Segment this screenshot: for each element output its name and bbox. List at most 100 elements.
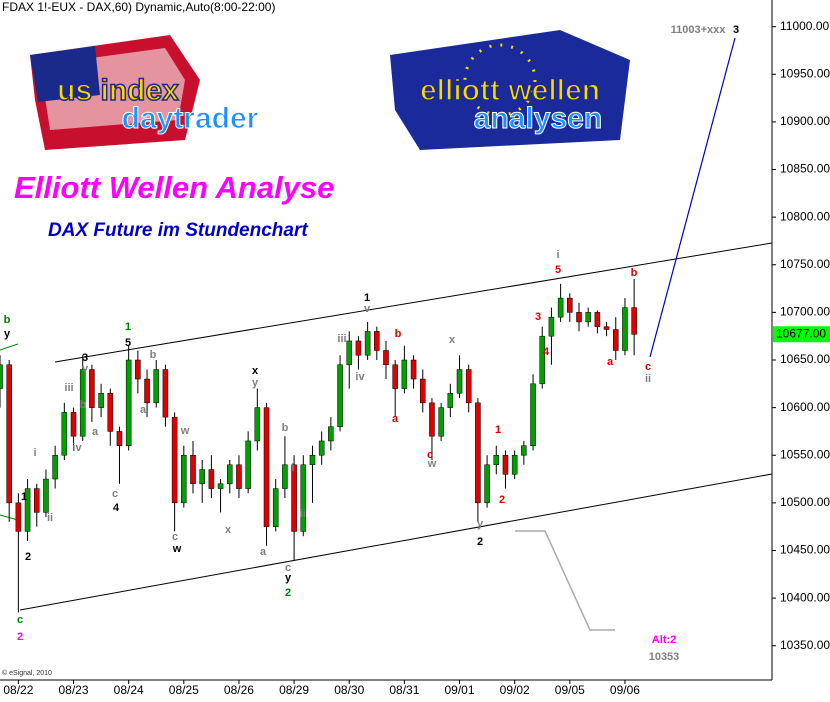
y-tick-label: 10850.00: [780, 162, 830, 176]
candle-body: [300, 464, 307, 532]
candle-body: [61, 412, 68, 456]
candle-body: [603, 326, 610, 330]
candle-body: [282, 464, 288, 489]
candle-body: [199, 469, 205, 485]
candle-body: [245, 440, 251, 489]
y-tick-label: 10900.00: [780, 114, 830, 128]
wave-label: c: [17, 614, 23, 626]
y-tick-label: 11000.00: [780, 19, 829, 33]
y-tick-label: 10800.00: [780, 209, 830, 223]
candle-body: [89, 369, 95, 408]
x-tick-label: 08/29: [279, 683, 309, 697]
wave-label: 2: [477, 536, 483, 548]
wave-label: ii: [300, 508, 306, 520]
candle-body: [475, 402, 481, 504]
candle-body: [374, 331, 380, 351]
wave-label: a: [607, 356, 614, 368]
wave-label: y: [4, 328, 11, 340]
candle-body: [153, 369, 160, 404]
wave-label: y: [285, 572, 292, 584]
wave-label: v: [82, 363, 89, 375]
wave-label: i: [291, 462, 294, 474]
y-tick-label: 10700.00: [780, 305, 830, 319]
candle-body: [24, 488, 31, 532]
candle-body: [484, 464, 490, 504]
logo-eu: [390, 30, 630, 150]
candle-body: [355, 340, 362, 356]
wave-label: v: [364, 303, 371, 315]
candle-body: [107, 393, 114, 432]
candle-body: [438, 407, 444, 437]
chart-title: Elliott Wellen Analyse: [14, 170, 334, 205]
wave-label: 1: [495, 424, 501, 436]
x-tick-label: 08/24: [114, 683, 144, 697]
candle-body: [631, 307, 637, 335]
candle-body: [263, 407, 270, 527]
candle-body: [622, 307, 628, 351]
candle-body: [557, 297, 564, 318]
candle-body: [125, 359, 132, 446]
wave-label: w: [180, 425, 190, 437]
wave-label: iii: [64, 382, 73, 394]
wave-label: 11003+xxx: [671, 24, 727, 36]
x-tick-label: 08/25: [169, 683, 199, 697]
wave-label: x: [225, 524, 232, 536]
wave-label: ii: [645, 373, 651, 385]
alt-target-line: [515, 530, 615, 631]
last-price-label: 10677.00: [776, 326, 826, 340]
wave-label: y: [477, 518, 484, 530]
candle-body: [594, 312, 601, 327]
wave-label: 5: [555, 264, 561, 276]
logo-text: elliott wellen: [420, 74, 600, 107]
candle-body: [162, 369, 169, 418]
candle-body: [493, 454, 500, 466]
x-tick-label: 09/01: [445, 683, 475, 697]
candle-body: [190, 454, 196, 485]
wave-label: b: [4, 314, 11, 326]
copyright: © eSignal, 2010: [2, 669, 52, 677]
wave-label: x: [252, 365, 259, 377]
candle-body: [70, 412, 77, 437]
candle-body: [410, 359, 417, 380]
candle-body: [585, 312, 591, 323]
wave-label: 4: [543, 346, 550, 358]
candle-body: [52, 454, 58, 480]
candle-body: [502, 454, 509, 475]
x-tick-label: 08/31: [389, 683, 419, 697]
wave-label: 2: [25, 551, 31, 563]
x-tick-label: 09/06: [610, 683, 640, 697]
wave-label: 1: [125, 321, 131, 333]
wave-label: c: [172, 531, 178, 543]
wave-label: c: [427, 449, 433, 461]
candle-body: [429, 402, 435, 437]
wave-label: c: [645, 361, 651, 373]
candle-body: [337, 364, 343, 427]
candle-body: [79, 369, 86, 437]
logo-text: us index: [57, 74, 179, 107]
projection-line: [649, 37, 736, 358]
lower-channel: [19, 473, 773, 611]
candle-body: [548, 316, 555, 337]
wave-label: y: [252, 377, 259, 389]
y-tick-label: 10500.00: [780, 495, 830, 509]
wave-label: 1: [21, 491, 27, 503]
candle-body: [447, 393, 454, 408]
wave-label: a: [92, 426, 99, 438]
candle-body: [217, 483, 224, 489]
logo-text: daytrader: [122, 102, 259, 135]
candle-body: [521, 445, 527, 456]
channel-stub: [0, 343, 19, 351]
wave-label: 1: [364, 292, 370, 304]
header: FDAX 1!-EUX - DAX,60) Dynamic,Auto(8:00-…: [2, 0, 275, 14]
candle-body: [0, 364, 3, 389]
last-price-box: [773, 326, 830, 343]
y-tick-label: 10350.00: [780, 638, 830, 652]
candle-body: [272, 488, 279, 527]
flag-canton: [30, 46, 100, 102]
candle-body: [456, 369, 463, 394]
candle-body: [181, 454, 187, 504]
wave-label: 4: [113, 502, 120, 514]
wave-label: iv: [355, 371, 365, 383]
logo-us: [30, 35, 200, 150]
